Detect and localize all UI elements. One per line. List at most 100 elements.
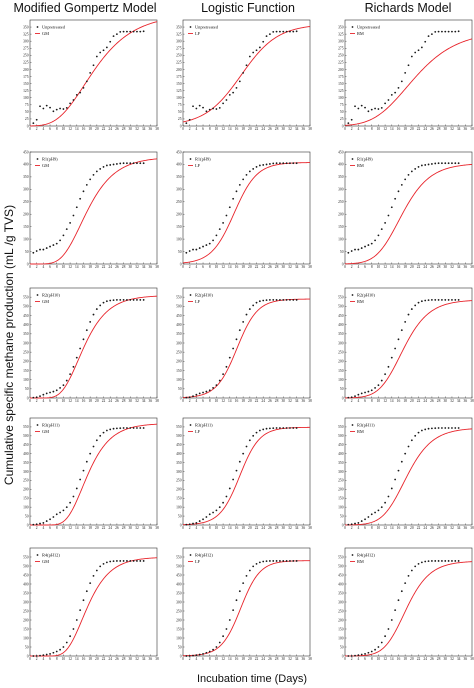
x-tick-label: 8 — [371, 526, 373, 530]
plot-frame — [344, 417, 473, 526]
x-tick-label: 22 — [255, 265, 259, 269]
x-tick-label: 38 — [308, 657, 312, 661]
y-tick-label: 550 — [176, 425, 182, 429]
legend-label-points: R2(pH10) — [42, 293, 60, 298]
data-point — [454, 162, 457, 165]
y-tick-label: 50 — [25, 645, 29, 649]
data-point — [192, 248, 194, 251]
x-tick-label: 38 — [470, 657, 474, 661]
y-tick-label: 125 — [176, 89, 182, 93]
data-point — [454, 560, 457, 562]
x-tick-label: 12 — [68, 657, 72, 661]
y-tick-label: 550 — [338, 555, 344, 559]
y-tick-label: 150 — [176, 225, 182, 229]
data-point — [105, 46, 108, 49]
data-point — [238, 183, 241, 186]
data-point — [397, 599, 400, 602]
x-tick-label: 14 — [390, 526, 394, 530]
legend-marker-points — [36, 158, 39, 160]
y-tick-label: 450 — [176, 314, 182, 318]
data-point — [142, 560, 145, 562]
data-point — [188, 655, 191, 657]
data-point — [268, 427, 271, 430]
data-point — [279, 560, 281, 562]
x-tick-label: 6 — [364, 399, 366, 403]
x-tick-label: 12 — [383, 399, 387, 403]
data-point — [222, 102, 225, 105]
legend-marker-points — [351, 158, 354, 160]
data-point — [238, 80, 241, 83]
data-point — [441, 162, 443, 165]
y-tick-label: 150 — [338, 497, 344, 501]
x-tick-label: 0 — [29, 657, 31, 661]
data-point — [292, 427, 295, 429]
x-tick-label: 28 — [275, 399, 279, 403]
y-tick-label: 50 — [340, 110, 344, 114]
data-point — [360, 392, 363, 395]
y-tick-label: 100 — [23, 505, 29, 509]
data-point — [279, 427, 281, 429]
x-tick-label: 8 — [209, 399, 211, 403]
x-tick-label: 16 — [82, 526, 86, 530]
y-tick-label: 500 — [176, 305, 182, 309]
x-tick-label: 36 — [302, 526, 306, 530]
x-tick-label: 32 — [135, 399, 139, 403]
y-tick-label: 100 — [176, 505, 182, 509]
data-point — [444, 560, 447, 562]
x-tick-label: 6 — [202, 127, 204, 131]
data-point — [350, 655, 353, 657]
data-point — [370, 650, 373, 653]
y-tick-label: 0 — [180, 124, 182, 128]
y-tick-label: 100 — [176, 378, 182, 382]
data-point — [119, 299, 122, 301]
x-tick-label: 20 — [248, 127, 252, 131]
data-point — [192, 522, 194, 525]
data-point — [232, 347, 235, 350]
data-point — [394, 478, 397, 481]
data-point — [126, 427, 128, 429]
x-tick-label: 36 — [302, 127, 306, 131]
x-tick-label: 28 — [437, 265, 441, 269]
data-point — [89, 452, 92, 455]
data-point — [275, 427, 278, 429]
data-point — [49, 245, 51, 248]
x-tick-label: 12 — [68, 265, 72, 269]
data-point — [350, 118, 353, 121]
legend-label-points: R2(pH10) — [195, 293, 213, 298]
data-point — [374, 239, 376, 242]
data-point — [225, 495, 228, 498]
data-point — [268, 560, 271, 562]
data-point — [380, 107, 383, 109]
data-point — [129, 30, 132, 33]
data-point — [367, 110, 370, 113]
legend: R1(pH9)RM — [350, 157, 373, 168]
data-point — [424, 560, 427, 563]
y-tick-label: 300 — [338, 470, 344, 474]
data-point — [400, 329, 403, 332]
y-tick-label: 450 — [338, 443, 344, 447]
model-curve-gm — [30, 423, 158, 526]
data-point — [410, 170, 413, 173]
model-curve-lf — [182, 560, 311, 657]
data-point — [82, 338, 85, 341]
data-point — [414, 434, 417, 437]
x-tick-label: 0 — [182, 657, 184, 661]
data-point — [248, 170, 251, 173]
data-point — [228, 94, 231, 96]
data-point — [132, 560, 135, 562]
data-point — [444, 30, 447, 33]
x-tick-label: 34 — [457, 265, 461, 269]
data-point — [252, 304, 255, 307]
x-tick-label: 0 — [182, 526, 184, 530]
data-point — [295, 30, 298, 33]
model-curve-rm — [344, 561, 473, 657]
x-tick-label: 14 — [228, 265, 232, 269]
data-point — [434, 30, 437, 33]
data-point — [374, 648, 376, 651]
x-tick-label: 8 — [371, 657, 373, 661]
legend-label-model: RM — [357, 31, 364, 36]
data-point — [367, 651, 370, 654]
x-tick-label: 26 — [115, 127, 119, 131]
data-point — [188, 250, 191, 252]
data-point — [417, 49, 420, 52]
